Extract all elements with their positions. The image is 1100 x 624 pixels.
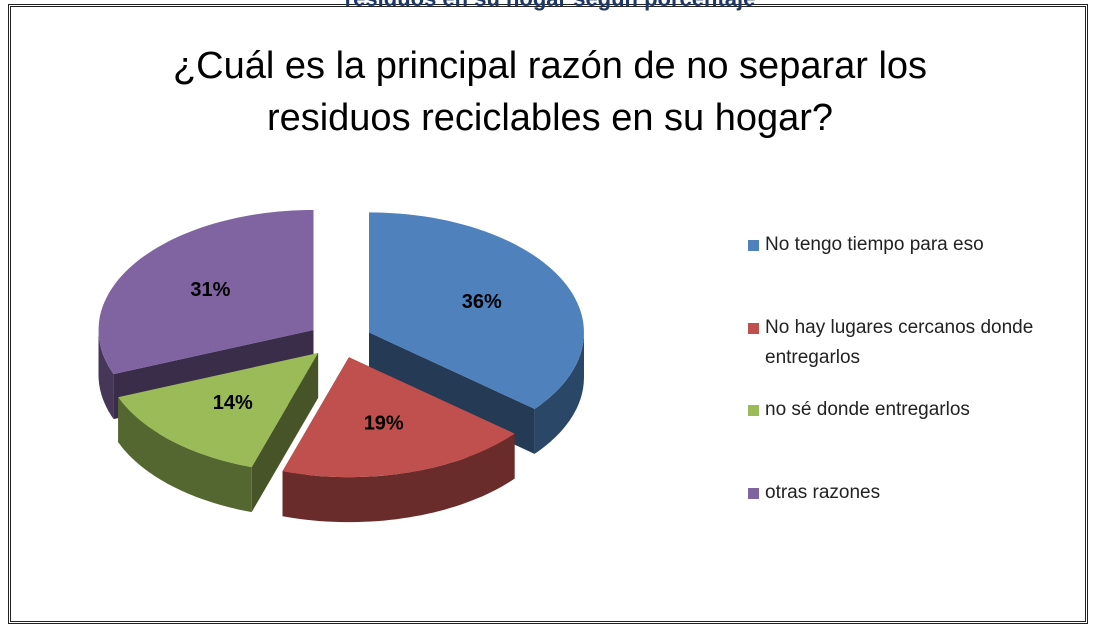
slice: [118, 353, 319, 468]
legend-swatch: [748, 240, 759, 251]
caption: residuos en su hogar según porcentaje: [0, 0, 1100, 12]
slice-side: [282, 433, 515, 523]
slice: [369, 212, 584, 409]
slice: [282, 357, 515, 478]
data-label: 31%: [190, 279, 230, 301]
legend-label: No hay lugares cercanos donde entregarlo…: [765, 317, 1034, 368]
slice-side: [98, 330, 114, 420]
chart-title: ¿Cuál es la principal razón de no separa…: [172, 45, 928, 139]
slice-wall: [369, 332, 535, 454]
legend-swatch: [748, 488, 759, 499]
slice-side: [118, 397, 252, 513]
legend-swatch: [748, 405, 759, 416]
legend-label: no sé donde entregarlos: [765, 399, 970, 420]
data-label: 36%: [462, 291, 502, 313]
chart: 36% 19% 14% 31%: [98, 210, 584, 523]
legend-label: otras razones: [765, 482, 881, 503]
slice: [98, 210, 314, 375]
data-label: 19%: [364, 412, 404, 434]
slice-side: [534, 332, 584, 454]
data-label: 14%: [213, 392, 253, 414]
legend-label: No tengo tiempo para eso: [765, 234, 984, 255]
legend-swatch: [748, 323, 759, 334]
